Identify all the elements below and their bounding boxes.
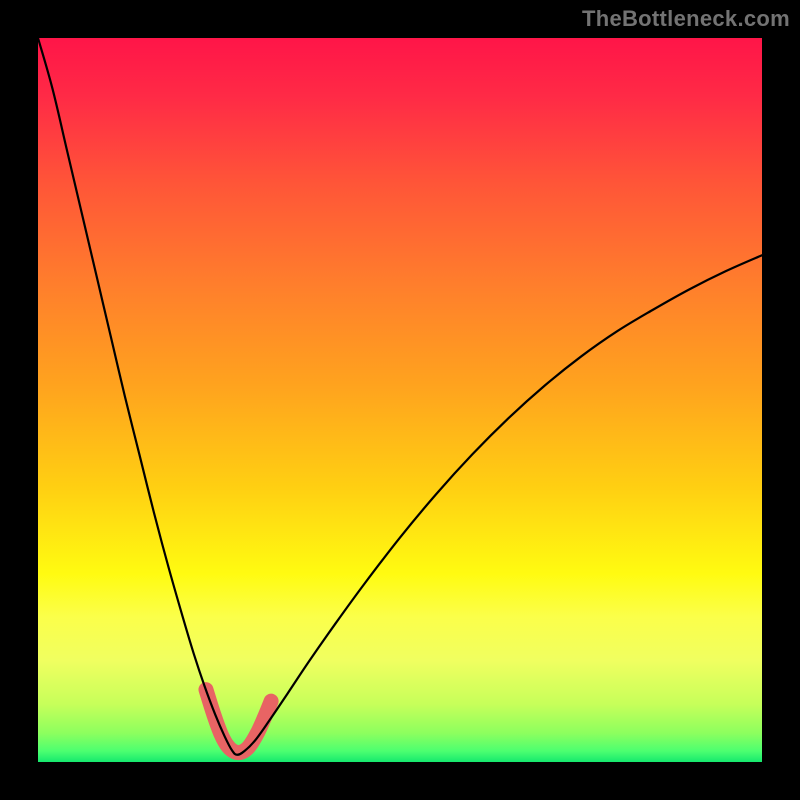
bottleneck-chart-svg bbox=[0, 0, 800, 800]
chart-stage: TheBottleneck.com bbox=[0, 0, 800, 800]
plot-gradient-background bbox=[38, 38, 762, 762]
